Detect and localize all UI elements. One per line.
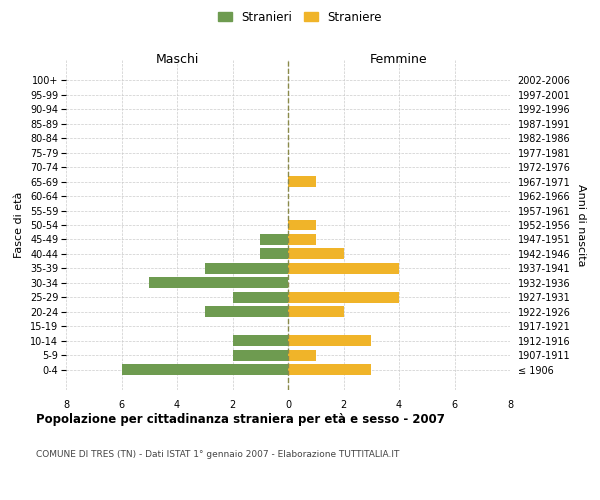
Bar: [288, 176, 316, 187]
Bar: [288, 248, 343, 260]
Bar: [260, 248, 288, 260]
Bar: [233, 335, 288, 346]
Legend: Stranieri, Straniere: Stranieri, Straniere: [213, 6, 387, 28]
Bar: [205, 306, 288, 317]
Bar: [288, 335, 371, 346]
Bar: [288, 263, 399, 274]
Text: Femmine: Femmine: [370, 53, 428, 66]
Text: Maschi: Maschi: [155, 53, 199, 66]
Bar: [288, 234, 316, 245]
Bar: [288, 350, 316, 360]
Bar: [149, 278, 288, 288]
Bar: [288, 306, 343, 317]
Bar: [288, 364, 371, 375]
Text: Popolazione per cittadinanza straniera per età e sesso - 2007: Popolazione per cittadinanza straniera p…: [36, 412, 445, 426]
Bar: [233, 292, 288, 302]
Bar: [233, 350, 288, 360]
Y-axis label: Anni di nascita: Anni di nascita: [576, 184, 586, 266]
Bar: [288, 292, 399, 302]
Y-axis label: Fasce di età: Fasce di età: [14, 192, 25, 258]
Bar: [288, 220, 316, 230]
Bar: [260, 234, 288, 245]
Text: COMUNE DI TRES (TN) - Dati ISTAT 1° gennaio 2007 - Elaborazione TUTTITALIA.IT: COMUNE DI TRES (TN) - Dati ISTAT 1° genn…: [36, 450, 400, 459]
Bar: [121, 364, 288, 375]
Bar: [205, 263, 288, 274]
